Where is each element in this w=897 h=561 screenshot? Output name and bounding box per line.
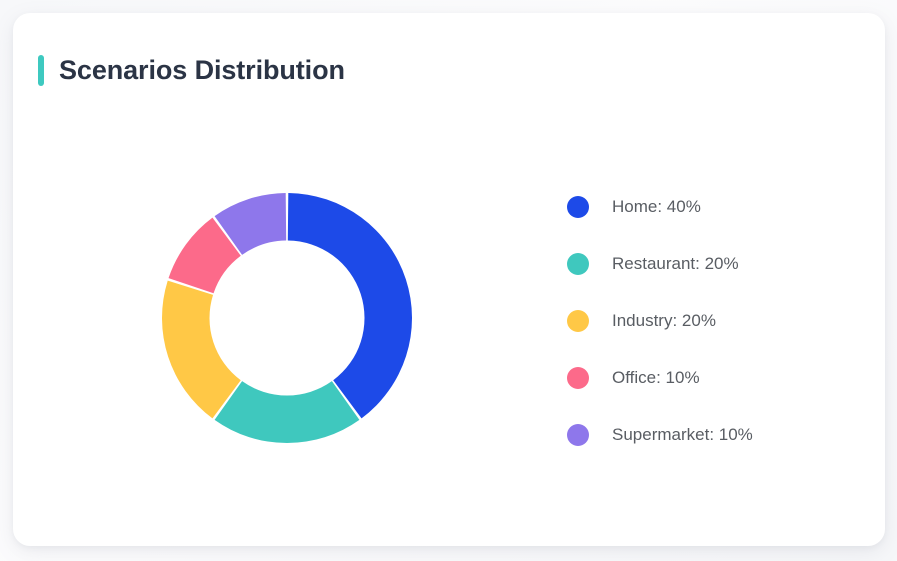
- donut-slice[interactable]: [214, 193, 287, 255]
- donut-slice-group: [162, 193, 413, 443]
- chart-area: Home: 40% Restaurant: 20% Industry: 20% Off…: [13, 118, 885, 538]
- donut-chart: [162, 193, 413, 443]
- legend-item[interactable]: Industry: 20%: [567, 310, 867, 332]
- title-accent-bar: [38, 54, 44, 86]
- legend-color-swatch-icon: [567, 310, 589, 332]
- legend-item-label: Industry: 20%: [612, 311, 716, 330]
- legend-item-label: Office: 10%: [612, 368, 700, 387]
- legend-item-label: Restaurant: 20%: [612, 254, 739, 273]
- legend-color-swatch-icon: [567, 253, 589, 275]
- legend-item[interactable]: Restaurant: 20%: [567, 253, 867, 275]
- legend-item-label: Home: 40%: [612, 197, 701, 216]
- donut-slice[interactable]: [162, 280, 241, 419]
- donut-chart-svg: [162, 193, 413, 443]
- legend-item[interactable]: Home: 40%: [567, 196, 867, 218]
- legend-color-swatch-icon: [567, 196, 589, 218]
- scenarios-distribution-card: Scenarios Distribution Home: 40% Restaura…: [13, 13, 885, 546]
- card-header: Scenarios Distribution: [38, 50, 345, 90]
- legend-item[interactable]: Office: 10%: [567, 367, 867, 389]
- donut-slice[interactable]: [287, 193, 413, 419]
- chart-legend: Home: 40% Restaurant: 20% Industry: 20% Off…: [567, 196, 867, 446]
- donut-slice[interactable]: [168, 217, 241, 294]
- page-title: Scenarios Distribution: [59, 54, 345, 85]
- legend-item-label: Supermarket: 10%: [612, 425, 753, 444]
- legend-color-swatch-icon: [567, 424, 589, 446]
- legend-color-swatch-icon: [567, 367, 589, 389]
- donut-slice[interactable]: [214, 381, 360, 443]
- legend-item[interactable]: Supermarket: 10%: [567, 424, 867, 446]
